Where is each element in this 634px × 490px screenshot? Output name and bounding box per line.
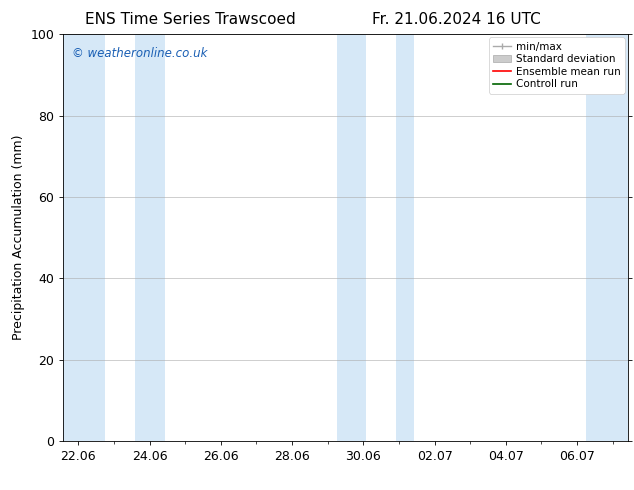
Y-axis label: Precipitation Accumulation (mm): Precipitation Accumulation (mm) xyxy=(12,135,25,341)
Text: © weatheronline.co.uk: © weatheronline.co.uk xyxy=(72,47,207,59)
Bar xyxy=(134,34,165,441)
Bar xyxy=(396,34,414,441)
Bar xyxy=(63,34,105,441)
Bar xyxy=(337,34,366,441)
Text: ENS Time Series Trawscoed: ENS Time Series Trawscoed xyxy=(85,12,295,27)
Bar xyxy=(586,34,628,441)
Legend: min/max, Standard deviation, Ensemble mean run, Controll run: min/max, Standard deviation, Ensemble me… xyxy=(489,37,624,94)
Text: Fr. 21.06.2024 16 UTC: Fr. 21.06.2024 16 UTC xyxy=(372,12,541,27)
